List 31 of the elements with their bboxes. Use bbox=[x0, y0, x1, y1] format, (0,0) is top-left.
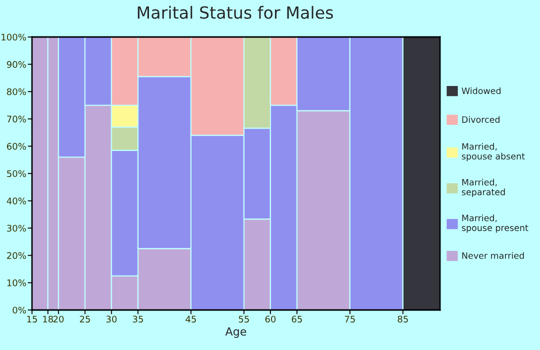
legend-label: Married, separated bbox=[462, 178, 505, 198]
y-tick-label: 40% bbox=[6, 198, 26, 204]
x-tick-label: 65 bbox=[292, 316, 302, 323]
y-tick-label: 70% bbox=[7, 116, 26, 122]
y-tick-label: 60% bbox=[7, 142, 26, 150]
y-tick-label: 50% bbox=[7, 170, 26, 178]
legend-label: Widowed bbox=[462, 87, 501, 94]
x-tick-label: 75 bbox=[344, 316, 355, 323]
y-tick-label: 10% bbox=[7, 279, 26, 286]
y-tick-label: 30% bbox=[7, 224, 26, 232]
x-tick-label: 35 bbox=[132, 316, 143, 323]
x-tick-label: 20 bbox=[53, 316, 64, 323]
y-tick-label: 0% bbox=[12, 306, 26, 314]
legend-label: Never married bbox=[462, 252, 524, 259]
y-tick-label: 20% bbox=[7, 252, 26, 259]
x-tick-label: 30 bbox=[106, 316, 117, 323]
x-tick-label: 25 bbox=[80, 316, 90, 323]
x-axis-title: Age bbox=[225, 327, 246, 338]
legend-label: Married, spouse present bbox=[462, 214, 528, 233]
legend-label: Divorced bbox=[462, 116, 500, 123]
y-tick-label: 100% bbox=[2, 34, 26, 41]
legend-label: Married, spouse absent bbox=[462, 142, 525, 162]
x-tick-label: 60 bbox=[265, 316, 276, 323]
x-tick-label: 45 bbox=[186, 316, 196, 323]
x-tick-label: 55 bbox=[238, 316, 249, 323]
chart-title: Marital Status for Males bbox=[138, 6, 333, 19]
x-tick-label: 15 bbox=[27, 316, 37, 323]
x-tick-label: 18 bbox=[43, 316, 54, 323]
y-tick-label: 80% bbox=[6, 88, 26, 96]
x-tick-label: 85 bbox=[398, 316, 408, 323]
y-tick-label: 90% bbox=[6, 61, 26, 68]
